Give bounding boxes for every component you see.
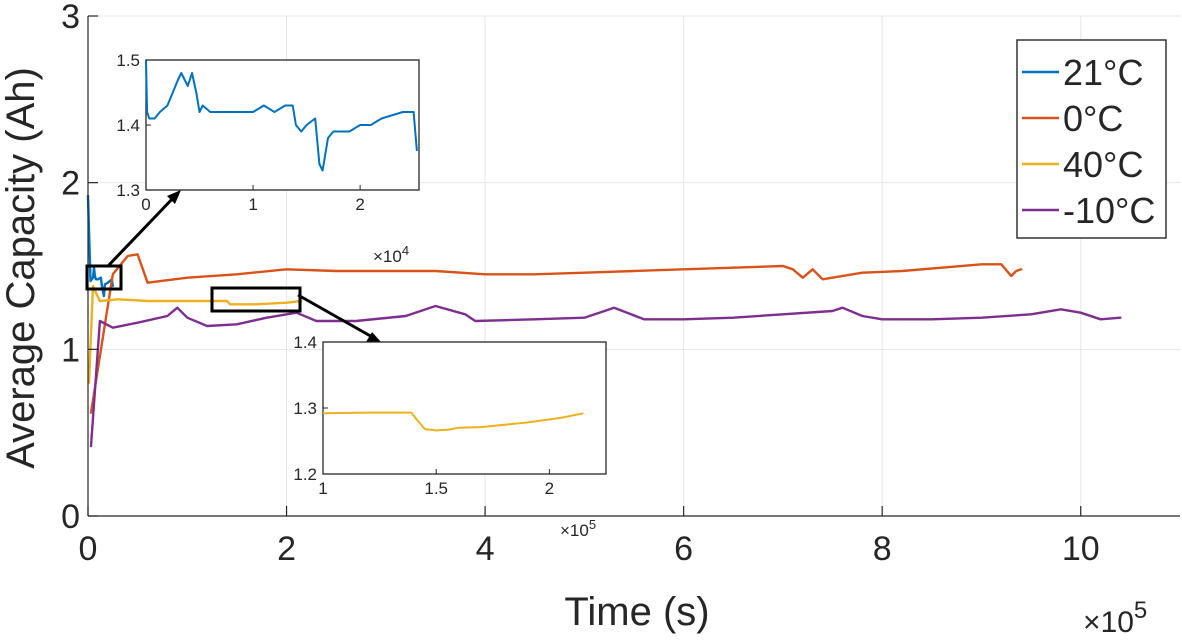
series-line xyxy=(89,253,1023,414)
inset-line xyxy=(145,59,418,172)
inset-21C: 0 1 2 1.3 1.4 1.5 ×104 xyxy=(116,51,420,266)
y-tick-label: 2 xyxy=(61,165,80,203)
inset-y-tick-label: 1.2 xyxy=(293,465,317,484)
inset-line xyxy=(322,411,584,432)
y-tick-label: 1 xyxy=(61,331,80,369)
legend-label: 40°C xyxy=(1063,144,1143,185)
inset-x-tick-label: 1.5 xyxy=(424,479,448,498)
inset-x-multiplier: ×104 xyxy=(373,243,409,266)
inset-x-tick-label: 1 xyxy=(318,479,327,498)
inset-x-tick-label: 2 xyxy=(355,195,364,214)
inset-x-tick-label: 0 xyxy=(141,195,150,214)
zoom-box-21c xyxy=(85,264,123,291)
inset-y-tick-label: 1.4 xyxy=(293,333,317,352)
inset-40C: 1 1.5 2 1.2 1.3 1.4 ×105 xyxy=(293,333,607,540)
x-multiplier: ×105 xyxy=(1083,597,1147,639)
inset-x-tick-label: 1 xyxy=(248,195,257,214)
x-tick-label: 10 xyxy=(1062,530,1100,568)
legend-label: -10°C xyxy=(1063,190,1155,231)
x-tick-label: 0 xyxy=(79,530,98,568)
zoom-arrow-21c xyxy=(106,194,177,268)
series-line xyxy=(89,304,1122,448)
inset-y-tick-label: 1.3 xyxy=(116,181,140,200)
zoom-arrowhead-40c xyxy=(366,332,381,342)
inset-y-tick-label: 1.3 xyxy=(293,399,317,418)
y-tick-label: 0 xyxy=(61,498,80,536)
zoom-arrow-40c xyxy=(297,293,375,340)
zoom-arrowhead-21c xyxy=(167,190,181,204)
inset-y-tick-label: 1.4 xyxy=(116,116,140,135)
y-tick-label: 3 xyxy=(61,0,80,36)
series-lines xyxy=(86,194,1122,448)
insets: 0 1 2 1.3 1.4 1.5 ×104 1 1.5 2 1.2 1.3 1.4 ×105 xyxy=(116,51,607,540)
x-tick-label: 8 xyxy=(873,530,892,568)
legend-label: 0°C xyxy=(1063,98,1123,139)
series-line xyxy=(86,194,114,298)
inset-x-multiplier: ×105 xyxy=(560,517,596,540)
legend-label: 21°C xyxy=(1063,52,1143,93)
y-axis-label: Average Capacity (Ah) xyxy=(0,67,43,469)
inset-frame xyxy=(322,341,607,475)
inset-frame xyxy=(145,59,420,191)
inset-x-tick-label: 2 xyxy=(545,479,554,498)
inset-y-tick-label: 1.5 xyxy=(116,51,140,70)
x-tick-label: 4 xyxy=(476,530,495,568)
series-line xyxy=(87,284,303,384)
legend: 21°C 0°C 40°C -10°C xyxy=(1016,39,1167,239)
x-tick-label: 2 xyxy=(277,530,296,568)
zoom-indicators xyxy=(85,190,381,342)
x-axis-label: Time (s) xyxy=(564,590,709,634)
zoom-box-40c xyxy=(210,286,302,313)
x-tick-label: 6 xyxy=(674,530,693,568)
